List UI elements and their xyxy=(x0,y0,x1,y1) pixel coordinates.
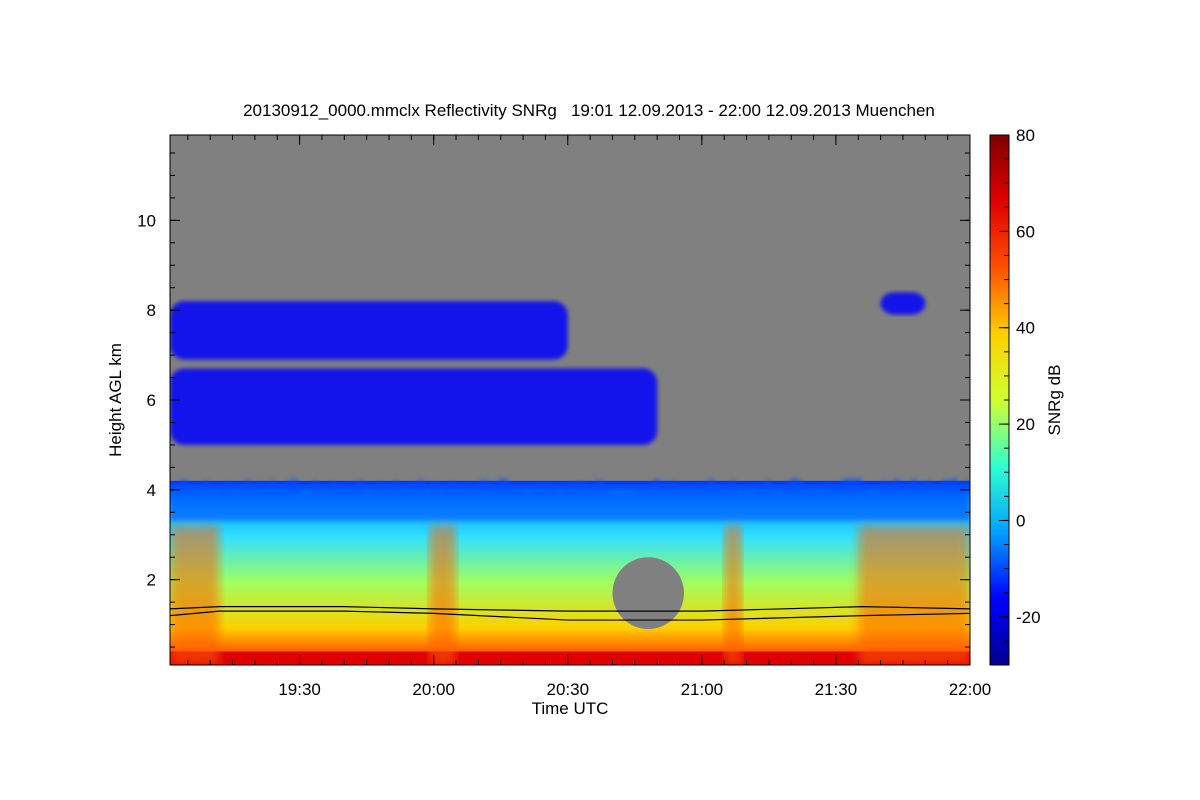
x-axis-label: Time UTC xyxy=(532,699,609,718)
colorbar-tick-label: 20 xyxy=(1016,415,1035,434)
y-tick-label: 2 xyxy=(147,571,156,590)
y-tick-label: 4 xyxy=(147,481,156,500)
x-tick-label: 22:00 xyxy=(949,680,992,699)
echo-surface xyxy=(170,651,970,665)
boundary-line-lower xyxy=(169,610,971,621)
y-axis: 2 4 6 8 10 xyxy=(137,152,970,648)
x-axis: 19:30 20:00 20:30 21:00 21:30 22:00 xyxy=(187,135,992,699)
colorbar-tick-label: 0 xyxy=(1016,511,1025,530)
echo-upper-cloud-late xyxy=(880,292,926,315)
colorbar-tick-label: 60 xyxy=(1016,222,1035,241)
colorbar-label: SNRg dB xyxy=(1045,365,1064,436)
y-tick-label: 6 xyxy=(147,391,156,410)
x-tick-label: 19:30 xyxy=(278,680,321,699)
x-tick-label: 20:30 xyxy=(546,680,589,699)
colorbar-axis: -20 0 20 40 60 80 xyxy=(999,126,1041,642)
x-tick-label: 21:30 xyxy=(815,680,858,699)
echo-warm-column xyxy=(858,525,970,665)
echo-mid-level-cloud xyxy=(170,368,658,445)
y-tick-label: 8 xyxy=(147,301,156,320)
echo-warm-column xyxy=(170,525,220,665)
echo-warm-column xyxy=(429,525,457,665)
colorbar-tick-label: 40 xyxy=(1016,319,1035,338)
x-tick-label: 20:00 xyxy=(412,680,455,699)
echo-top-edge xyxy=(170,476,970,521)
colorbar-tick-label: -20 xyxy=(1016,608,1041,627)
y-axis-label: Height AGL km xyxy=(106,343,125,457)
chart-title: 20130912_0000.mmclx Reflectivity SNRg 19… xyxy=(243,101,935,120)
y-tick-label: 10 xyxy=(137,211,156,230)
echo-warm-column xyxy=(724,525,743,665)
boundary-line-upper xyxy=(169,606,971,612)
x-tick-label: 21:00 xyxy=(681,680,724,699)
colorbar-tick-label: 80 xyxy=(1016,126,1035,145)
echo-clear-pocket xyxy=(612,557,684,630)
echo-upper-cloud xyxy=(170,301,568,360)
echo-field xyxy=(170,292,970,665)
